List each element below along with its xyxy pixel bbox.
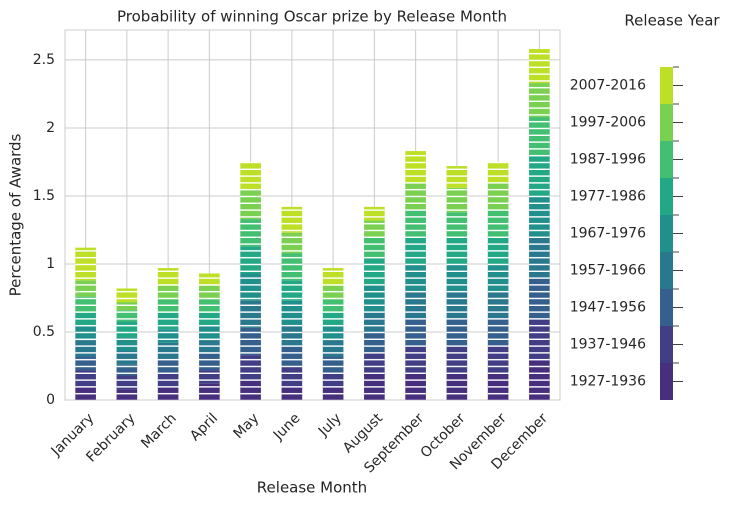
- y-tick-label: 1: [46, 256, 55, 272]
- legend-label: 1977-1986: [570, 189, 646, 205]
- legend-label: 1997-2006: [570, 115, 646, 131]
- legend-label: 1967-1976: [570, 226, 646, 242]
- legend-swatch: [660, 141, 673, 178]
- legend-title: Release Year: [624, 12, 720, 30]
- chart-title: Probability of winning Oscar prize by Re…: [117, 8, 507, 26]
- legend-swatch: [660, 67, 673, 104]
- bar-stripes: [487, 161, 509, 400]
- legend-swatch: [660, 178, 673, 215]
- legend-label: 1957-1966: [570, 263, 646, 279]
- legend-swatch: [660, 363, 673, 400]
- bar-stripes: [529, 49, 550, 400]
- legend-label: 1927-1936: [570, 374, 646, 390]
- plot-area: [64, 29, 561, 401]
- y-tick-label: 1.5: [33, 188, 55, 204]
- bar-stripes: [116, 288, 138, 400]
- bar-stripes: [281, 206, 303, 400]
- legend-label: 1937-1946: [570, 337, 646, 353]
- legend-swatch: [660, 252, 673, 289]
- bar-stripes: [364, 206, 385, 400]
- bar-stripes: [322, 268, 344, 400]
- legend-swatch: [660, 215, 673, 252]
- bar-stripes: [446, 166, 468, 400]
- y-tick-label: 2.5: [33, 52, 55, 68]
- legend-swatch: [660, 289, 673, 326]
- y-axis-label: Percentage of Awards: [7, 133, 25, 296]
- y-tick-label: 0.5: [33, 324, 55, 340]
- bar-stripes: [405, 151, 426, 400]
- y-tick-label: 0: [46, 392, 55, 408]
- x-tick-label: June: [270, 410, 304, 444]
- bar-stripes: [240, 161, 261, 400]
- bar-stripes: [199, 273, 220, 400]
- bar-stripes: [75, 247, 96, 400]
- legend-swatch: [660, 326, 673, 363]
- legend-label: 1987-1996: [570, 152, 646, 168]
- legend-label: 2007-2016: [570, 78, 646, 94]
- x-axis-label: Release Month: [257, 479, 367, 497]
- legend-swatch: [660, 104, 673, 141]
- x-tick-label: May: [230, 410, 262, 442]
- legend-label: 1947-1956: [570, 300, 646, 316]
- y-tick-label: 2: [46, 120, 55, 136]
- x-tick-label: March: [138, 410, 179, 451]
- x-tick-label: April: [187, 410, 221, 444]
- x-tick-label: July: [315, 410, 345, 440]
- bar-stripes: [157, 268, 179, 400]
